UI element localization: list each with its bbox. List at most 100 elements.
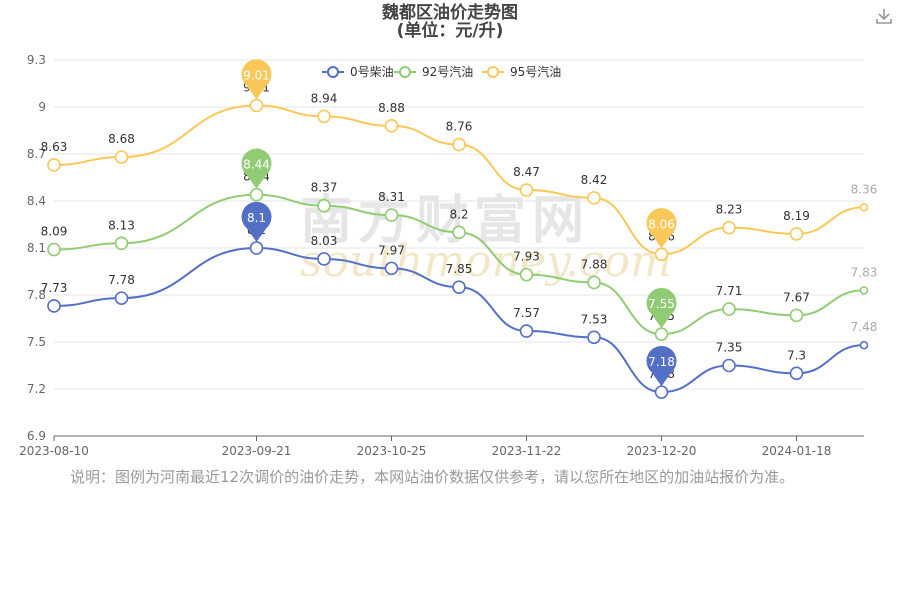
marker-pin-label: 7.18 [648,355,675,369]
data-label: 8.13 [108,218,135,232]
data-label: 8.2 [449,207,468,221]
data-label: 7.67 [783,290,810,304]
legend-label: 95号汽油 [510,64,561,79]
data-point [722,302,736,316]
chart-note: 说明：图例为河南最近12次调价的油价走势，本网站油价数据仅供参考，请以您所在地区… [70,468,795,486]
data-point [587,330,601,345]
marker-pin [241,201,272,242]
data-point [789,227,804,241]
data-label: 8.23 [716,203,743,217]
marker-pin-label: 8.06 [648,217,675,231]
data-point [859,285,869,295]
data-label: 8.76 [446,120,473,134]
legend-marker [327,66,339,78]
data-point [452,137,466,152]
y-tick-label: 8.1 [27,241,46,255]
data-point [452,280,466,294]
marker-pin [646,287,677,329]
x-tick-label: 2023-09-21 [222,444,292,458]
data-label: 7.97 [378,243,405,257]
data-label: 8.47 [513,165,540,179]
data-point [114,236,129,251]
y-tick-label: 8.7 [27,147,46,161]
data-point [859,340,869,350]
data-label: 7.35 [716,341,743,355]
data-label: 8.63 [41,140,68,154]
legend-label: 92号汽油 [422,64,473,79]
data-point [317,252,331,266]
data-point [654,327,669,341]
data-point [519,324,534,338]
data-point [789,366,804,381]
legend-marker [487,66,499,78]
data-point [249,98,264,113]
data-point [519,183,534,197]
data-point [452,225,466,240]
data-point [519,267,534,282]
y-tick-label: 9.3 [27,53,46,67]
data-label: 7.71 [716,284,743,298]
data-label: 7.48 [851,320,878,334]
data-point [384,261,399,276]
data-point [317,109,331,124]
data-point [722,220,736,235]
y-tick-label: 8.4 [27,194,46,208]
data-label: 8.03 [311,234,338,248]
x-tick-label: 2023-11-22 [492,444,562,458]
data-point [384,208,399,222]
data-point [587,275,601,290]
chart-title: 魏都区油价走势图 [382,3,518,23]
data-label: 7.57 [513,306,540,320]
data-label: 7.93 [513,250,540,264]
data-point [47,242,61,257]
data-point [47,158,61,172]
marker-pin [646,208,677,249]
y-tick-label: 7.2 [27,382,46,396]
data-label: 8.68 [108,132,135,146]
data-point [317,198,331,213]
y-tick-label: 7.5 [27,335,46,349]
data-point [114,150,129,164]
x-tick-label: 2024-01-18 [762,444,832,458]
marker-pin [646,345,677,387]
data-point [859,202,869,212]
y-tick-label: 6.9 [27,429,46,443]
data-label: 7.73 [41,281,68,295]
y-tick-label: 9 [38,100,46,114]
data-point [249,241,264,255]
data-label: 8.42 [581,173,608,187]
legend-label: 0号柴油 [350,65,394,79]
data-label: 7.3 [787,348,806,362]
marker-pin-label: 7.55 [648,297,675,311]
data-label: 7.83 [851,265,878,279]
chart-subtitle: (单位：元/升) [396,21,504,41]
data-label: 8.94 [311,91,338,105]
x-tick-label: 2023-08-10 [19,444,89,458]
data-point [654,247,669,262]
data-label: 8.37 [311,181,338,195]
y-tick-label: 7.8 [27,288,46,302]
data-label: 7.88 [581,257,608,271]
x-tick-label: 2023-10-25 [357,444,427,458]
marker-pin-label: 8.44 [243,158,270,172]
data-label: 8.31 [378,190,405,204]
data-point [654,385,669,399]
title-block: 魏都区油价走势图 (单位：元/升) [0,4,900,40]
data-point [114,291,129,305]
marker-pin-label: 8.1 [247,211,266,225]
data-point [587,191,601,205]
data-label: 8.19 [783,209,810,223]
data-label: 7.78 [108,273,135,287]
data-label: 8.09 [41,225,68,239]
data-point [722,358,736,373]
data-point [249,187,264,202]
data-point [789,308,804,323]
download-icon[interactable] [874,6,894,26]
data-label: 7.85 [446,262,473,276]
marker-pin-label: 9.01 [243,68,270,82]
marker-pin [241,59,272,100]
marker-pin [241,148,272,189]
data-point [47,299,61,313]
data-label: 8.88 [378,101,405,115]
